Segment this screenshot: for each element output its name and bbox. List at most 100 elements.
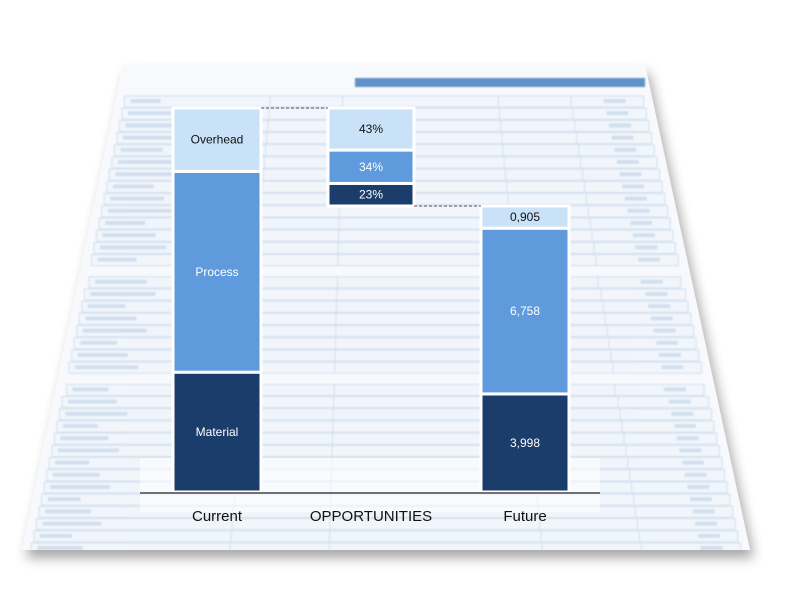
sheet-cell-value [656,340,679,345]
sheet-cell-text [75,365,139,370]
sheet-cell-value [614,147,637,152]
sheet-cell-text [37,546,83,550]
sheet-row [59,408,712,421]
sheet-cell-value [663,387,686,392]
opportunity-label-material: 23% [359,188,383,202]
sheet-cell-value [603,99,626,103]
future-label-process: 6,758 [510,304,540,318]
sheet-cell-text [42,521,102,526]
sheet-cell-value [608,123,631,128]
sheet-cell-text [94,279,147,284]
sheet-row [96,229,674,242]
sheet-cell-text [55,460,90,465]
sheet-cell-text [120,147,163,152]
sheet-cell-text [39,533,72,538]
sheet-cell-text [128,111,172,116]
opportunity-label-overhead: 43% [359,122,383,136]
sheet-cell-text [100,245,167,250]
current-bar-overhead [171,106,263,173]
sheet-cell-text [60,436,109,441]
sheet-row [93,241,676,254]
sheet-cell-value [674,424,697,428]
sheet-cell-text [62,424,98,428]
sheet-cell-text [85,316,137,321]
sheet-cell-text [125,123,182,128]
sheet-cell-text [45,509,92,514]
sheet-cell-text [80,340,118,345]
sheet-cell-value [671,411,694,416]
sheet-row [31,542,741,550]
current-bar-process [171,169,263,374]
sheet-header-band [355,78,645,87]
sheet-row [73,337,697,350]
sheet-cell-value [661,365,684,370]
sheet-cell-value [640,279,663,284]
sheet-cell-text [77,353,128,357]
opportunity-bar-process [326,148,416,185]
sheet-row [76,325,694,338]
sheet-cell-value [635,245,658,250]
opportunity-bar-overhead [326,106,416,152]
sheet-cell-text [117,160,173,164]
sheet-cell-value [632,233,655,238]
sheet-cell-text [90,292,156,296]
sheet-cell-value [679,448,702,453]
sheet-row [53,432,718,445]
category-label-opportunities: OPPORTUNITIES [310,508,432,525]
sheet-row [56,420,715,433]
sheet-row [66,383,705,396]
sheet-cell-value [695,521,718,526]
sheet-cell-text [47,497,81,502]
future-bar-process [479,226,571,396]
sheet-cell-value [622,184,645,189]
sheet-cell-value [689,497,712,502]
sheet-cell-value [684,472,707,477]
sheet-cell-value [692,509,715,514]
sheet-cell-text [112,184,154,189]
current-label-overhead: Overhead [191,133,244,147]
sheet-row [83,288,686,301]
sheet-cell-value [616,160,639,164]
sheet-cell-text [110,196,165,201]
sheet-row [88,276,682,289]
category-label-current: Current [192,508,243,525]
sheet-cell-text [52,472,100,477]
sheet-cell-value [687,485,710,489]
sheet-cell-text [72,387,109,392]
sheet-cell-value [676,436,699,441]
sheet-cell-text [105,221,146,225]
sheet-cell-value [658,353,681,357]
sheet-cell-text [115,172,184,177]
current-label-process: Process [195,265,238,279]
sheet-row [81,300,689,313]
sheet-cell-text [82,328,147,333]
sheet-cell-text [65,411,128,416]
future-label-material: 3,998 [510,436,540,450]
sheet-row [68,361,702,374]
sheet-cell-value [668,399,691,404]
sheet-cell-text [50,485,111,489]
sheet-row [78,312,692,325]
sheet-row [61,396,710,409]
current-label-material: Material [196,425,239,439]
sheet-row [98,217,671,230]
sheet-cell-value [645,292,668,296]
sheet-cell-value [627,208,650,213]
sheet-cell-value [606,111,629,116]
opportunity-bar-material [326,181,416,208]
sheet-cell-text [107,208,175,213]
future-bar-overhead [479,204,571,230]
sheet-cell-text [67,399,117,404]
sheet-row [91,254,679,267]
sheet-cell-value [619,172,642,177]
sheet-cell-value [638,257,661,262]
sheet-cell-value [697,533,720,538]
sheet-cell-text [130,99,161,103]
sheet-cell-value [611,135,634,140]
sheet-cell-value [700,546,723,550]
sheet-row [36,518,736,530]
sheet-cell-text [122,135,192,140]
sheet-cell-value [648,304,671,309]
sheet-row [33,530,739,543]
